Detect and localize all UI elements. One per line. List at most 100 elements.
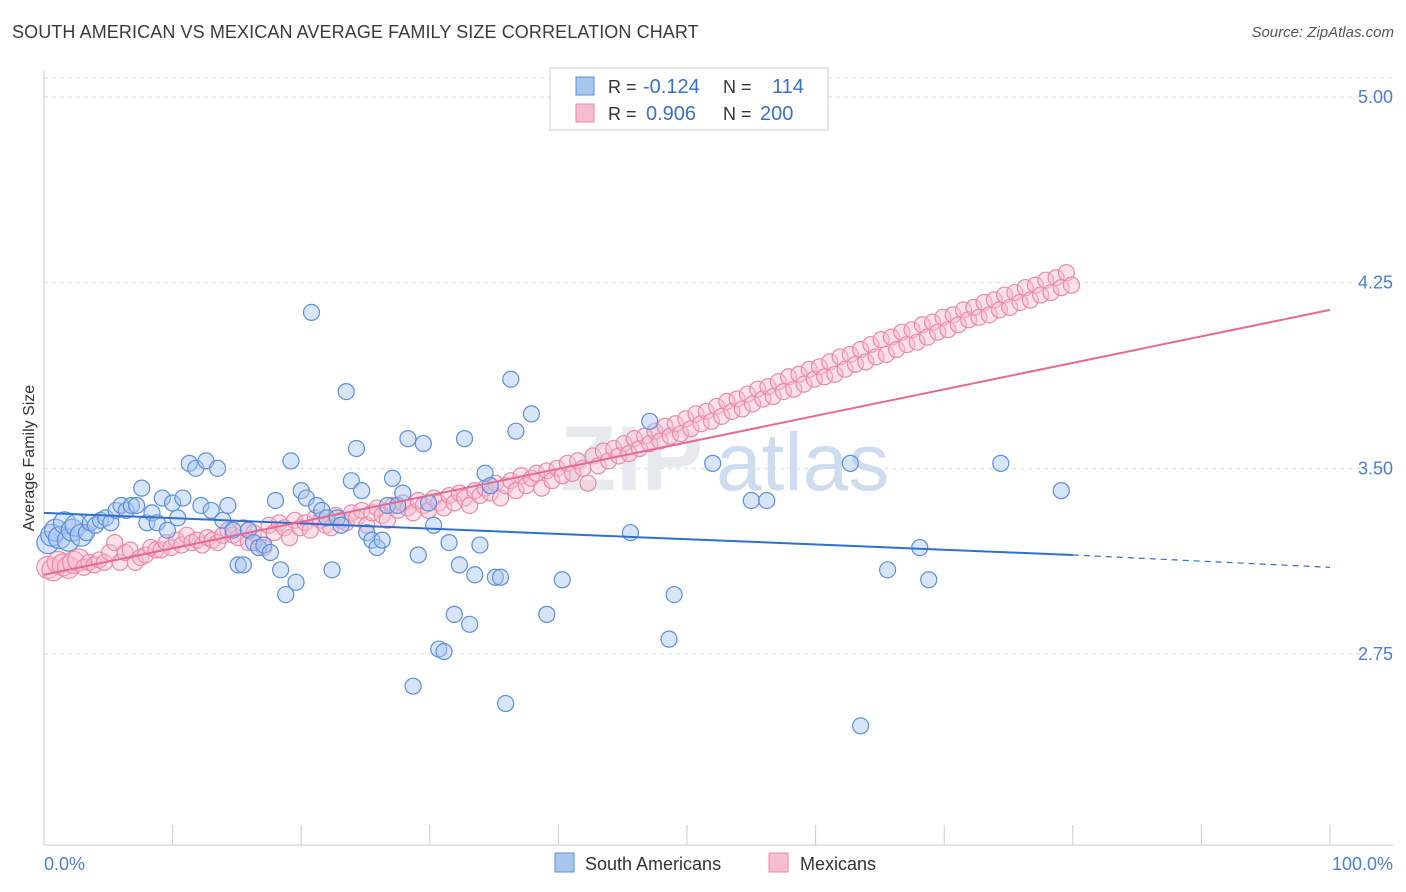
- mexican-point: [800, 360, 818, 378]
- mexican-point: [687, 405, 705, 423]
- south-american-point: [414, 434, 432, 453]
- south-american-point: [342, 472, 360, 490]
- south-american-point: [440, 533, 458, 552]
- south-american-point: [308, 496, 326, 515]
- mexican-point: [924, 313, 942, 331]
- south-american-point: [399, 430, 417, 448]
- south-american-point: [502, 370, 520, 388]
- mexican-point: [867, 348, 885, 366]
- south-american-point: [202, 501, 220, 520]
- legend-r-label-2: R =: [608, 104, 637, 124]
- mexican-point: [707, 397, 726, 416]
- south-americans-trend-line: [43, 511, 1073, 556]
- y-tick-label: 4.25: [1358, 273, 1393, 293]
- south-american-point: [425, 516, 443, 534]
- x-tick-label-max: 100.0%: [1332, 854, 1393, 874]
- mexican-point: [769, 373, 787, 391]
- south-american-point: [742, 491, 760, 510]
- south-american-point: [127, 496, 146, 515]
- south-american-point: [229, 556, 247, 574]
- south-american-point: [261, 543, 279, 562]
- mexican-point: [888, 340, 906, 359]
- south-american-point: [507, 422, 525, 440]
- south-american-point: [337, 382, 355, 401]
- mexican-point: [281, 529, 299, 547]
- mexican-point: [908, 333, 926, 351]
- mexican-point: [646, 422, 664, 440]
- mexican-point: [985, 291, 1003, 309]
- south-american-point: [36, 530, 60, 555]
- south-american-point: [553, 571, 571, 589]
- mexican-point: [677, 410, 695, 428]
- mexicans-trend-line: [43, 308, 1331, 576]
- axes: [43, 70, 1393, 846]
- south-american-point: [282, 452, 300, 470]
- mexican-point: [1047, 269, 1065, 287]
- south-american-point: [992, 454, 1010, 472]
- mexican-point: [718, 392, 736, 411]
- mexican-point: [944, 306, 962, 324]
- mexican-point: [666, 415, 685, 433]
- south-americans-trend-extension: [1072, 554, 1331, 568]
- south-american-point: [641, 412, 659, 430]
- south-american-point: [394, 484, 412, 502]
- trend-lines: [43, 308, 1331, 576]
- south-american-point: [481, 477, 499, 495]
- south-american-point: [920, 571, 938, 589]
- south-american-point: [209, 459, 227, 477]
- stats-legend: R = -0.124 N = 114 R = 0.906 N = 200: [549, 67, 829, 131]
- south-american-point: [133, 479, 151, 497]
- south-american-point: [122, 496, 141, 515]
- watermark-atlas: atlas: [716, 417, 889, 508]
- south-american-point: [1052, 482, 1070, 500]
- mexican-point: [1062, 276, 1081, 294]
- south-american-point: [758, 491, 776, 510]
- legend-r-value-2: 0.906: [646, 103, 696, 125]
- south-american-point: [486, 568, 504, 586]
- mexican-point: [954, 301, 973, 319]
- south-american-point: [174, 489, 192, 507]
- south-american-point: [409, 546, 427, 564]
- south-american-point: [245, 533, 263, 552]
- y-axis-label: Average Family Size: [21, 385, 38, 532]
- mexican-point: [857, 353, 875, 371]
- south-american-point: [879, 561, 897, 579]
- mexican-point: [965, 298, 983, 317]
- south-american-point: [219, 496, 237, 515]
- mexican-point: [1006, 283, 1024, 302]
- mexican-point: [759, 378, 777, 396]
- legend-swatch-blue: [575, 76, 595, 96]
- south-american-point: [445, 605, 463, 623]
- south-american-point: [323, 561, 341, 579]
- watermark-zip: ZIP: [560, 408, 703, 510]
- legend-swatch-south-americans: [554, 852, 575, 873]
- south-american-point: [538, 605, 556, 623]
- mexican-point: [579, 474, 597, 492]
- mexican-point: [728, 390, 746, 408]
- south-american-point: [455, 430, 474, 448]
- south-american-point: [266, 491, 285, 510]
- south-american-point: [704, 454, 722, 472]
- south-american-point: [466, 566, 484, 584]
- legend-r-value-1: -0.124: [643, 76, 700, 98]
- legend-n-label-1: N =: [723, 77, 752, 97]
- south-american-point: [471, 536, 489, 554]
- mexican-point: [373, 506, 391, 524]
- south-american-point: [660, 630, 678, 648]
- legend-box: [549, 67, 829, 131]
- south-american-point: [192, 496, 210, 515]
- mexican-point: [67, 548, 91, 572]
- south-american-point: [373, 531, 391, 549]
- y-tick-labels: 2.75 3.50 4.25 5.00: [1358, 87, 1393, 664]
- legend-n-label-2: N =: [723, 104, 752, 124]
- legend-swatch-pink: [575, 103, 595, 123]
- y-tick-label: 5.00: [1358, 87, 1393, 107]
- south-american-point: [852, 717, 870, 735]
- mexican-point: [790, 365, 808, 383]
- south-american-point: [287, 573, 305, 591]
- mexican-point: [826, 365, 844, 383]
- south-american-point: [117, 501, 135, 520]
- south-american-point: [158, 521, 177, 539]
- south-american-point: [841, 454, 859, 472]
- mexican-point: [738, 385, 757, 403]
